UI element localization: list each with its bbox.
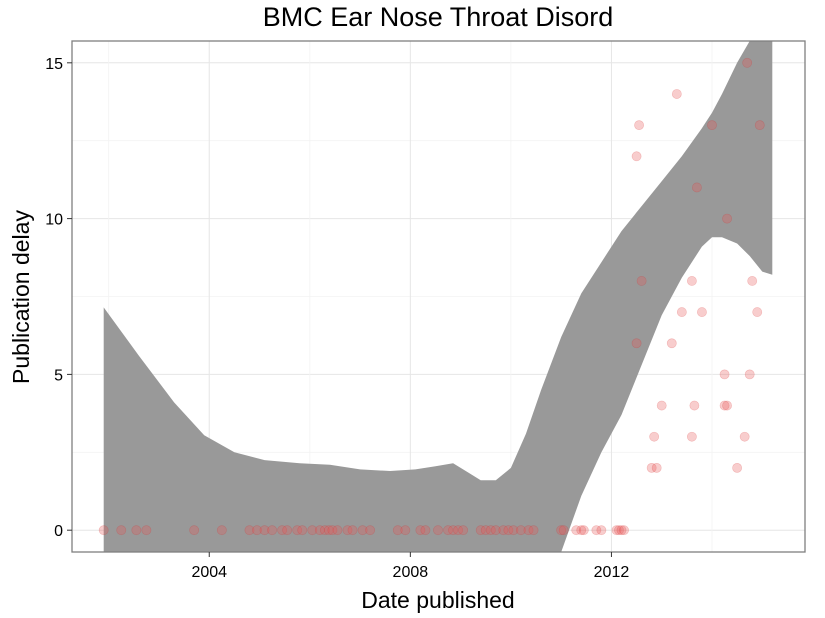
data-point	[307, 525, 318, 536]
data-point	[596, 525, 607, 536]
data-point	[523, 525, 534, 536]
data-point	[503, 525, 514, 536]
data-point	[415, 525, 426, 536]
data-point	[571, 525, 582, 536]
data-point	[707, 120, 717, 131]
data-point	[475, 525, 486, 536]
data-point	[508, 525, 519, 536]
data-point	[189, 525, 200, 536]
data-point	[676, 307, 687, 317]
data-point	[578, 525, 589, 536]
data-point	[616, 525, 627, 536]
data-point	[327, 525, 338, 536]
data-point	[433, 525, 443, 536]
data-point	[332, 525, 343, 536]
data-point	[649, 431, 660, 442]
data-point	[576, 525, 587, 536]
data-point	[490, 525, 501, 536]
data-point	[754, 120, 765, 131]
confidence-band	[103, 41, 773, 552]
data-point	[319, 525, 330, 536]
data-point	[485, 525, 496, 536]
data-point	[498, 525, 509, 536]
data-point	[420, 525, 431, 536]
data-point	[98, 525, 109, 536]
data-point	[480, 525, 491, 536]
y-tick-label: 5	[54, 367, 63, 384]
data-point	[448, 525, 458, 536]
data-point	[747, 276, 758, 286]
data-point	[259, 525, 270, 536]
data-point	[443, 525, 453, 536]
data-points	[98, 57, 765, 536]
data-point	[631, 151, 642, 162]
data-point	[516, 525, 526, 536]
data-point	[656, 400, 667, 411]
data-point	[131, 525, 142, 536]
x-axis-title: Date published	[361, 587, 514, 613]
data-point	[357, 525, 368, 536]
data-point	[458, 525, 469, 536]
data-point	[631, 338, 642, 349]
data-point	[692, 182, 702, 193]
data-point	[365, 525, 376, 536]
data-point	[722, 213, 732, 224]
data-point	[141, 525, 152, 536]
data-point	[292, 525, 303, 536]
data-point	[528, 525, 539, 536]
x-tick-label: 2004	[191, 564, 227, 581]
data-point	[719, 400, 730, 411]
y-axis-title: Publication delay	[8, 210, 34, 384]
data-point	[719, 369, 730, 380]
data-point	[314, 525, 325, 536]
data-point	[556, 525, 567, 536]
data-point	[252, 525, 262, 536]
data-point	[267, 525, 277, 536]
data-point	[297, 525, 308, 536]
chart-title: BMC Ear Nose Throat Disord	[263, 2, 614, 32]
x-tick-label: 2008	[393, 564, 429, 581]
data-point	[742, 57, 753, 68]
data-point	[591, 525, 602, 536]
data-point	[686, 276, 697, 286]
data-point	[744, 369, 755, 380]
smooth-band	[103, 41, 773, 552]
data-point	[116, 525, 127, 536]
y-axis-ticks: 0 5 10 15	[45, 56, 72, 540]
y-tick-label: 10	[45, 212, 63, 229]
data-point	[636, 276, 647, 286]
data-point	[722, 400, 732, 411]
data-point	[732, 462, 743, 473]
y-tick-label: 15	[45, 56, 63, 73]
x-tick-label: 2012	[594, 564, 630, 581]
data-point	[671, 89, 682, 99]
data-point	[342, 525, 353, 536]
data-point	[619, 525, 629, 536]
data-point	[347, 525, 358, 536]
data-point	[611, 525, 622, 536]
data-point	[614, 525, 624, 536]
data-point	[453, 525, 464, 536]
data-point	[686, 431, 697, 442]
data-point	[752, 307, 763, 317]
data-point	[646, 462, 657, 473]
plot-panel-border	[71, 40, 806, 553]
data-point	[277, 525, 288, 536]
y-tick-label: 0	[54, 523, 63, 540]
data-point	[651, 462, 662, 473]
data-point	[666, 338, 677, 349]
data-point	[392, 525, 403, 536]
data-point	[558, 525, 569, 536]
data-point	[400, 525, 411, 536]
data-point	[634, 120, 644, 131]
data-point	[216, 525, 227, 536]
data-point	[244, 525, 255, 536]
data-point	[689, 400, 700, 411]
data-point	[324, 525, 334, 536]
data-point	[739, 431, 750, 442]
data-point	[282, 525, 293, 536]
x-axis-ticks: 2004 2008 2012	[191, 552, 629, 581]
data-point	[697, 307, 707, 317]
